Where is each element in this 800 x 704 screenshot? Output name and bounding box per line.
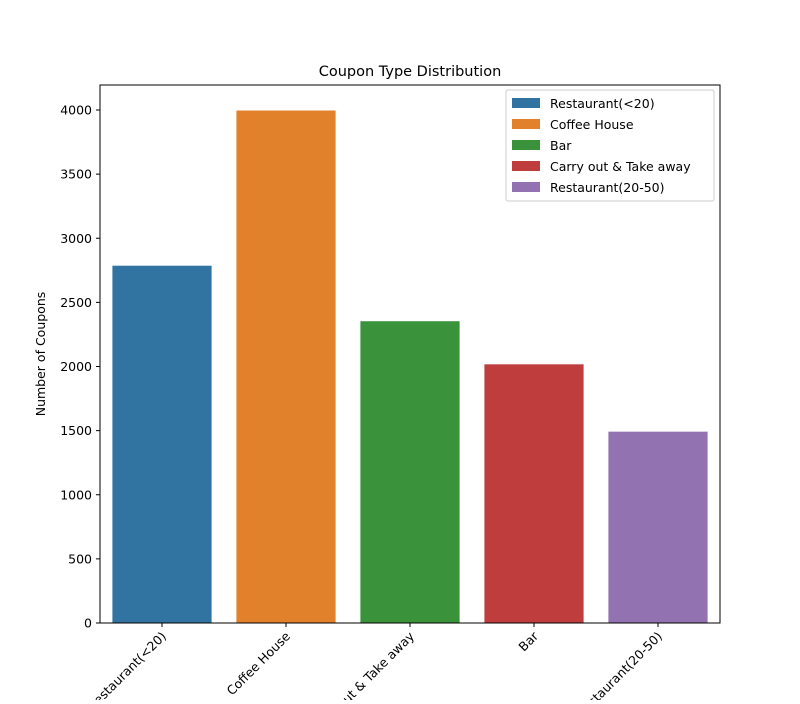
y-tick-label: 2000 [60, 359, 92, 374]
bars-group [112, 110, 708, 623]
legend-entry: Restaurant(20-50) [550, 180, 665, 195]
legend-swatch [512, 140, 540, 150]
legend-entry: Bar [550, 138, 572, 153]
legend: Restaurant(<20) Coffee House Bar Carry out … [505, 89, 715, 202]
x-tick-label: Carry out & Take away [307, 628, 417, 700]
x-tick-label: Coffee House [223, 628, 293, 698]
legend-entry: Coffee House [550, 117, 634, 132]
y-axis-label: Number of Coupons [33, 292, 48, 417]
y-tick-label: 3500 [60, 167, 92, 182]
bar-4 [608, 431, 708, 623]
x-axis: Restaurant(<20) Coffee House Carry out & T… [85, 623, 666, 704]
y-tick-label: 3000 [60, 231, 92, 246]
legend-swatch [512, 161, 540, 171]
bar-3 [484, 364, 584, 623]
bar-0 [112, 265, 212, 623]
y-tick-label: 1500 [60, 423, 92, 438]
legend-entry: Carry out & Take away [550, 159, 691, 174]
legend-entry: Restaurant(<20) [550, 96, 655, 111]
y-tick-label: 0 [84, 616, 92, 631]
y-axis: 0 500 1000 1500 2000 2500 3000 3500 4000 [60, 103, 100, 631]
legend-swatch [512, 182, 540, 192]
y-tick-label: 2500 [60, 295, 92, 310]
chart-title: Coupon Type Distribution [319, 64, 502, 80]
bar-2 [360, 321, 460, 623]
y-tick-label: 500 [68, 551, 92, 566]
x-tick-label: Bar [515, 628, 541, 654]
x-tick-label: Restaurant(<20) [85, 629, 170, 700]
legend-box [505, 89, 715, 202]
plot-frame [99, 84, 721, 624]
legend-swatch [512, 98, 540, 108]
x-tick-label: Restaurant(20-50) [574, 629, 666, 700]
legend-swatch [512, 119, 540, 129]
bar-1 [236, 110, 336, 623]
y-tick-label: 1000 [60, 487, 92, 502]
y-tick-label: 4000 [60, 103, 92, 118]
